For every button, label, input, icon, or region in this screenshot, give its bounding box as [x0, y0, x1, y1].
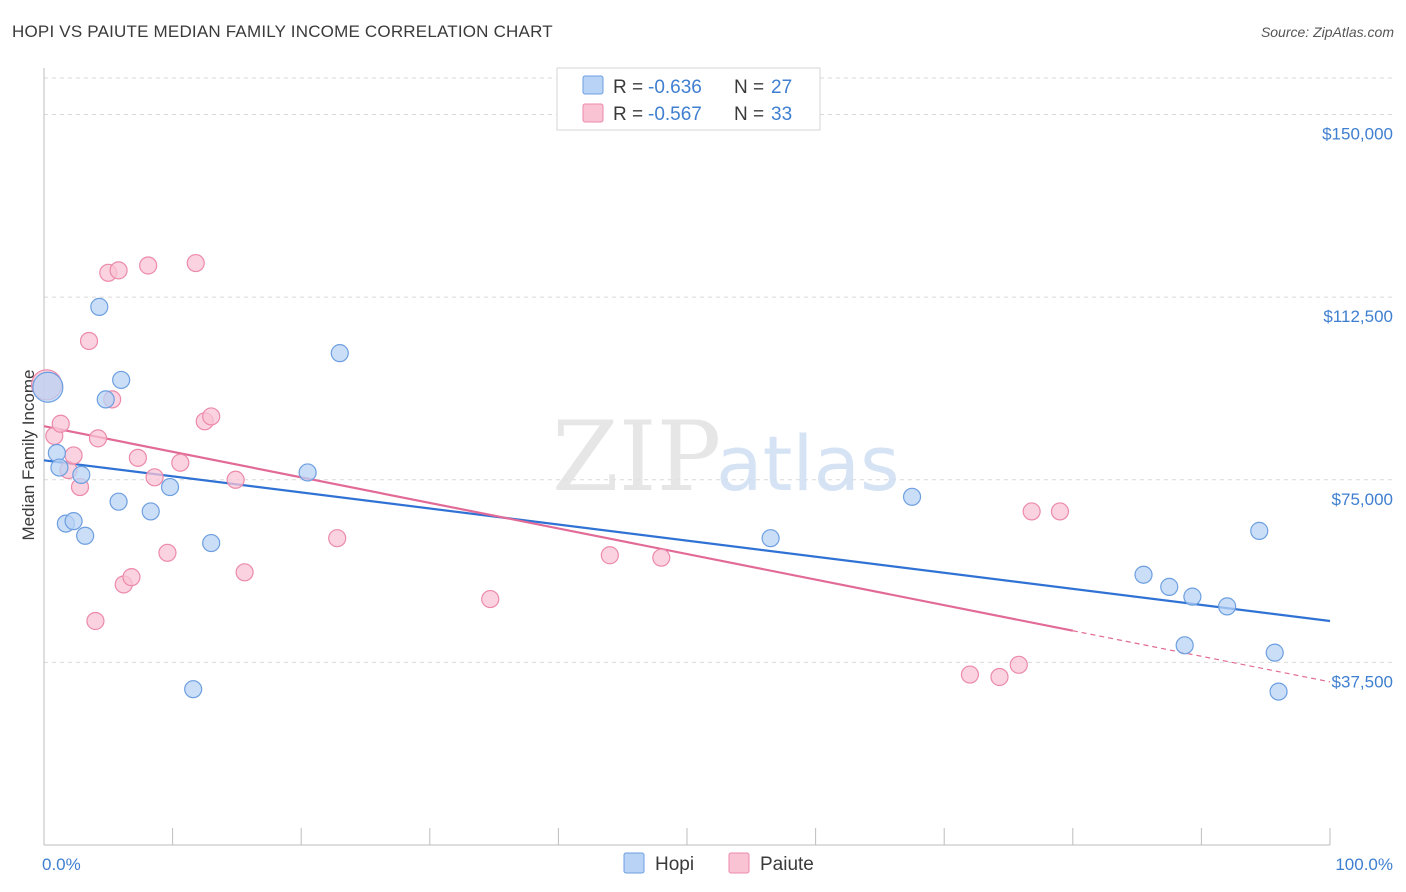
point-hopi-2 [50, 458, 69, 477]
source-label: Source: ZipAtlas.com [1260, 24, 1394, 40]
point-paiute-29 [990, 667, 1009, 687]
legend-hopi-n-label: N = [734, 77, 764, 98]
point-paiute-2 [51, 414, 70, 433]
legend-swatch-paiute [582, 103, 604, 123]
y-tick-label-0: $37,500 [1332, 672, 1393, 691]
chart-title: HOPI VS PAIUTE MEDIAN FAMILY INCOME CORR… [12, 22, 553, 41]
point-hopi-17 [761, 529, 780, 548]
point-hopi-12 [141, 502, 160, 521]
x-tick-label-1: 100.0% [1335, 855, 1393, 874]
point-paiute-18 [171, 453, 190, 472]
bottom-legend-swatch-hopi [623, 852, 645, 874]
bottom-legend-swatch-paiute [728, 852, 750, 874]
trend-line-paiute [43, 425, 1074, 632]
point-hopi-10 [109, 492, 128, 511]
point-paiute-6 [79, 331, 99, 351]
point-paiute-28 [960, 665, 980, 684]
y-tick-label-1: $75,000 [1332, 490, 1393, 509]
point-paiute-4 [64, 446, 83, 465]
legend-hopi-r-label: R = [613, 77, 643, 98]
point-paiute-25 [481, 589, 500, 609]
point-paiute-24 [328, 529, 347, 548]
point-hopi-7 [90, 297, 109, 316]
point-hopi-22 [1183, 587, 1202, 606]
point-hopi-18 [902, 487, 922, 506]
y-tick-labels: $37,500 $75,000 $112,500 $150,000 [1322, 125, 1393, 692]
point-hopi-5 [72, 465, 91, 484]
point-paiute-31 [1022, 502, 1041, 521]
point-paiute-22 [226, 470, 245, 489]
point-hopi-6 [76, 526, 95, 545]
legend-hopi-n-value: 27 [771, 77, 792, 98]
point-paiute-32 [1050, 502, 1070, 521]
bottom-legend: Hopi Paiute [623, 852, 814, 875]
point-hopi-15 [298, 463, 317, 482]
y-tick-label-2: $112,500 [1323, 307, 1393, 326]
point-hopi-23 [1218, 597, 1237, 616]
point-paiute-27 [652, 548, 671, 567]
point-hopi-0 [32, 371, 64, 403]
point-hopi-8 [96, 390, 115, 409]
bottom-legend-paiute: Paiute [760, 854, 814, 875]
point-paiute-8 [88, 429, 108, 448]
legend-paiute-n-label: N = [734, 104, 764, 125]
point-paiute-23 [235, 563, 254, 582]
x-tick-labels: 0.0% 100.0% [42, 855, 1393, 874]
x-tick-label-0: 0.0% [42, 855, 81, 874]
point-paiute-30 [1009, 655, 1028, 674]
point-paiute-14 [128, 448, 147, 467]
point-hopi-21 [1175, 636, 1194, 655]
trend-line-paiute-extension [1072, 630, 1331, 683]
point-paiute-17 [158, 543, 177, 562]
point-hopi-24 [1250, 521, 1269, 540]
watermark-zip: ZIP [552, 401, 721, 513]
point-hopi-11 [160, 477, 180, 497]
point-hopi-16 [330, 344, 349, 363]
data-points [30, 253, 1288, 701]
point-paiute-13 [122, 568, 141, 587]
legend-paiute-r-label: R = [613, 104, 643, 125]
watermark: ZIP atlas [552, 401, 900, 513]
point-hopi-13 [184, 680, 203, 699]
trend-line-hopi [43, 459, 1331, 623]
point-paiute-21 [202, 407, 221, 426]
point-hopi-19 [1134, 565, 1153, 584]
y-tick-label-3: $150,000 [1322, 125, 1393, 144]
point-hopi-20 [1160, 577, 1179, 596]
point-hopi-9 [112, 370, 131, 390]
trend-lines [43, 425, 1331, 683]
legend-paiute-n-value: 33 [771, 104, 792, 125]
legend-box: R = -0.636 N = 27 R = -0.567 N = 33 [556, 67, 821, 131]
legend-paiute-r-value: -0.567 [648, 104, 702, 125]
point-paiute-7 [86, 611, 105, 631]
point-hopi-26 [1269, 682, 1288, 701]
y-axis-label: Median Family Income [19, 369, 38, 540]
point-paiute-15 [139, 256, 158, 275]
point-paiute-16 [145, 468, 164, 487]
axes [43, 68, 1331, 846]
point-hopi-14 [202, 533, 221, 553]
point-paiute-26 [600, 546, 619, 565]
point-paiute-19 [186, 253, 205, 273]
point-paiute-11 [109, 261, 128, 280]
legend-swatch-hopi [582, 75, 604, 95]
legend-hopi-r-value: -0.636 [648, 77, 702, 98]
watermark-atlas: atlas [716, 419, 900, 508]
point-hopi-25 [1265, 643, 1284, 662]
point-hopi-4 [64, 512, 83, 531]
bottom-legend-hopi: Hopi [655, 854, 694, 875]
